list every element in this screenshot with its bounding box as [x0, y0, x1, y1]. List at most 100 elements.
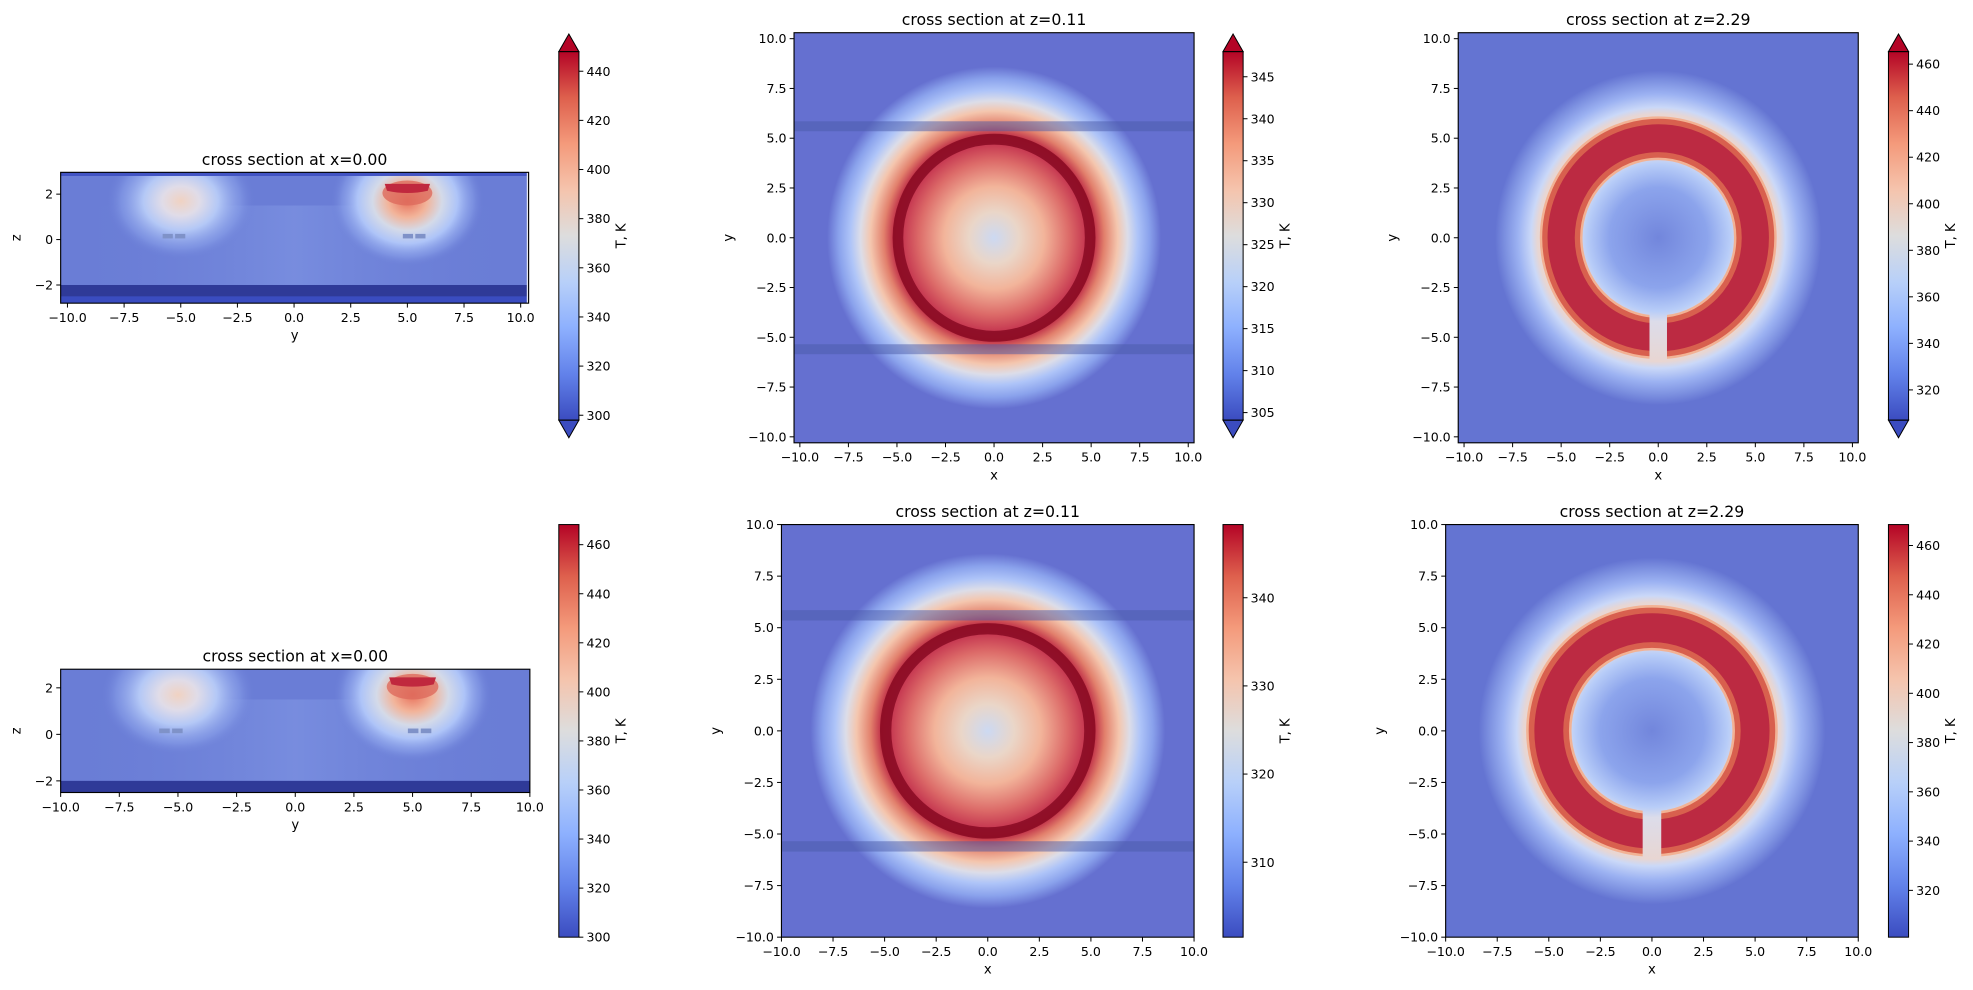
colorbar-tick-label: 460: [1916, 538, 1940, 553]
y-tick-label: −10.0: [735, 930, 774, 945]
colorbar-tick-label: 440: [1916, 103, 1940, 118]
colorbar-gradient: [1222, 51, 1244, 421]
colorbar-tick-label: 440: [586, 586, 610, 601]
colorbar: 320 340 360 380 400 420 440 460 T, K: [1887, 32, 1959, 439]
y-tick-label: 7.5: [1431, 81, 1451, 96]
colorbar-tick-label: 330: [1251, 195, 1275, 210]
heater: [384, 183, 431, 194]
y-axis-label: z: [9, 234, 24, 241]
warm-spot-right: [332, 669, 493, 763]
y-tick-label: 0.0: [754, 723, 774, 738]
x-tick-label: −7.5: [818, 944, 849, 959]
x-tick-label: −5.0: [1534, 944, 1565, 959]
x-tick-label: −7.5: [1482, 944, 1513, 959]
y-tick-label: −7.5: [743, 878, 774, 893]
x-tick-label: 0.0: [984, 450, 1004, 465]
heatmap: [794, 32, 1195, 443]
x-tick-label: 10.0: [507, 310, 535, 325]
x-tick-label: 2.5: [1029, 944, 1049, 959]
plot-title: cross section at z=2.29: [1560, 502, 1745, 521]
colorbar-extend-min: [1887, 419, 1910, 439]
x-tick-label: 2.5: [1694, 944, 1714, 959]
colorbar-tick-label: 340: [1251, 590, 1275, 605]
colorbar-tick-label: 360: [1916, 289, 1940, 304]
colorbar-extend-max: [557, 32, 580, 53]
y-tick-label: −5.0: [1420, 330, 1451, 345]
colorbar-tick-label: 320: [586, 881, 610, 896]
colorbar: 300 320 340 360 380 400 420 440 460 T, K: [558, 524, 629, 945]
plot-title: cross section at x=0.00: [202, 647, 388, 666]
colorbar-tick-label: 400: [1916, 686, 1940, 701]
waveguide-section: [415, 233, 426, 239]
x-tick-label: −2.5: [1585, 944, 1616, 959]
y-tick-label: 5.0: [1431, 131, 1451, 146]
y-tick-label: 2.5: [767, 181, 787, 196]
x-tick-label: 7.5: [1132, 944, 1152, 959]
heater-ring-core: [1547, 124, 1769, 352]
x-tick-label: −10.0: [1445, 450, 1484, 465]
y-tick-label: 10.0: [1410, 517, 1438, 532]
y-tick-label: 5.0: [1418, 620, 1438, 635]
y-tick-label: −10.0: [748, 429, 787, 444]
x-tick-label: −10.0: [41, 799, 80, 814]
x-tick-label: 7.5: [1797, 944, 1817, 959]
x-tick-label: 5.0: [1745, 944, 1765, 959]
colorbar-gradient: [1888, 51, 1909, 421]
waveguide-section: [420, 728, 432, 734]
y-tick-label: 10.0: [746, 517, 774, 532]
waveguide-section: [407, 728, 419, 734]
colorbar-tick-label: 420: [586, 113, 610, 128]
colorbar-tick-label: 320: [586, 359, 610, 374]
y-tick-label: −7.5: [756, 380, 787, 395]
colorbar-tick-label: 400: [1916, 196, 1940, 211]
colorbar: 305 310 315 320 325 330 335 340 345 T, K: [1222, 32, 1294, 439]
colorbar-tick-label: 440: [1916, 587, 1940, 602]
heater: [389, 677, 437, 687]
x-tick-label: −10.0: [48, 310, 87, 325]
colorbar: 300 320 340 360 380 400 420 440 T, K: [557, 32, 629, 439]
colorbar-tick-label: 400: [586, 162, 610, 177]
colorbar-label: T, K: [1279, 223, 1294, 249]
colorbar-tick-label: 300: [586, 408, 610, 423]
edge-strip: [526, 172, 529, 304]
colorbar-tick-label: 360: [586, 260, 610, 275]
y-axis-label: y: [709, 727, 724, 735]
x-tick-label: −2.5: [1594, 450, 1625, 465]
colorbar-label: T, K: [614, 223, 629, 249]
warm-spot-left: [100, 669, 256, 756]
y-tick-label: −5.0: [756, 330, 787, 345]
ring-resonator: [879, 623, 1096, 839]
y-tick-label: 7.5: [754, 569, 774, 584]
colorbar-tick-label: 340: [586, 832, 610, 847]
colorbar-extend-min: [1222, 419, 1244, 439]
y-tick-label: −2.5: [1420, 280, 1451, 295]
subplot-4: cross section at x=0.00 −10.0 −7.5 −5.0 −2.5…: [9, 524, 629, 945]
x-tick-label: −5.0: [166, 310, 197, 325]
colorbar-tick-label: 420: [1916, 637, 1940, 652]
subplot-1: cross section at x=0.00 −10.0 −7.5 −5.0 −2.5…: [9, 32, 629, 439]
x-tick-label: 0.0: [1648, 450, 1668, 465]
colorbar-tick-label: 340: [1916, 336, 1940, 351]
colorbar-tick-label: 320: [1916, 382, 1940, 397]
colorbar-tick-label: 315: [1251, 321, 1275, 336]
heatmap: [781, 524, 1195, 938]
subplot-3: cross section at z=2.29 −10.0 −7.5 −5.0 −2.5…: [1386, 10, 1960, 483]
x-tick-label: 5.0: [1745, 450, 1765, 465]
plot-title: cross section at z=0.11: [902, 10, 1087, 29]
y-tick-label: 0: [45, 727, 53, 742]
x-tick-label: 5.0: [1081, 944, 1101, 959]
y-tick-label: −10.0: [1400, 930, 1439, 945]
subplot-6: cross section at z=2.29 −10.0 −7.5 −5.0 −2.5…: [1373, 502, 1959, 978]
x-tick-label: −7.5: [833, 450, 864, 465]
colorbar-frame: [1887, 524, 1910, 938]
y-tick-label: 10.0: [759, 31, 787, 46]
heatmap-field: [1445, 524, 1859, 938]
x-tick-label: −2.5: [930, 450, 961, 465]
colorbar-tick-label: 305: [1251, 405, 1275, 420]
x-tick-label: 2.5: [341, 310, 361, 325]
x-tick-label: −5.0: [882, 450, 913, 465]
colorbar-tick-label: 300: [586, 930, 610, 945]
waveguide-section: [159, 728, 170, 734]
y-tick-label: 2.5: [1418, 672, 1438, 687]
colorbar-frame: [1222, 51, 1244, 421]
